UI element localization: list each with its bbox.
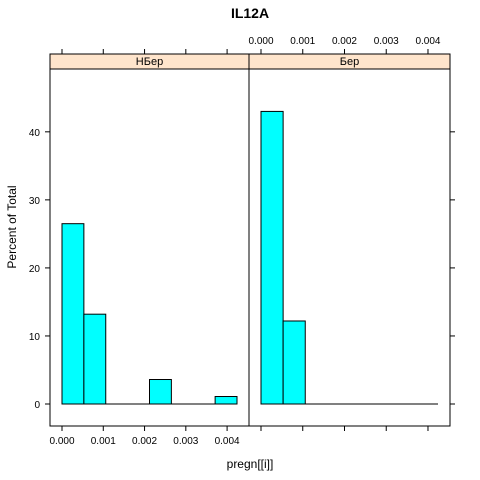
x-tick-label: 0.004 (215, 436, 240, 447)
histogram-bar (282, 320, 306, 405)
panel-strip-label: НБер (136, 56, 163, 68)
x-tick-label: 0.001 (290, 36, 315, 47)
y-tick-label: 40 (29, 128, 41, 139)
y-tick-label: 30 (29, 196, 41, 207)
x-tick-label: 0.000 (49, 436, 74, 447)
chart-title: IL12A (231, 5, 269, 21)
x-tick-label: 0.002 (132, 436, 157, 447)
x-tick-label: 0.003 (374, 36, 399, 47)
x-tick-label: 0.003 (173, 436, 198, 447)
histogram-bar (61, 223, 85, 405)
x-tick-label: 0.004 (415, 36, 440, 47)
histogram-bar (214, 396, 238, 405)
chart-marks: НБер 0.000 0.001 0.002 0.003 0.004 Бер 0.000 0.0… (29, 36, 455, 447)
y-tick-label: 0 (34, 400, 40, 411)
histogram-bar (83, 313, 107, 405)
y-tick-label: 20 (29, 264, 41, 275)
y-tick-label: 10 (29, 332, 41, 343)
x-tick-label: 0.001 (91, 436, 116, 447)
y-axis-label: Percent of Total (5, 185, 19, 268)
panel-strip-label: Бер (340, 56, 359, 68)
x-tick-label: 0.000 (248, 36, 273, 47)
x-axis-label: pregn[[i]] (227, 457, 274, 471)
x-tick-label: 0.002 (332, 36, 357, 47)
histogram-bar (260, 110, 284, 405)
histogram-bar (149, 379, 172, 405)
panel-frame (248, 53, 451, 427)
